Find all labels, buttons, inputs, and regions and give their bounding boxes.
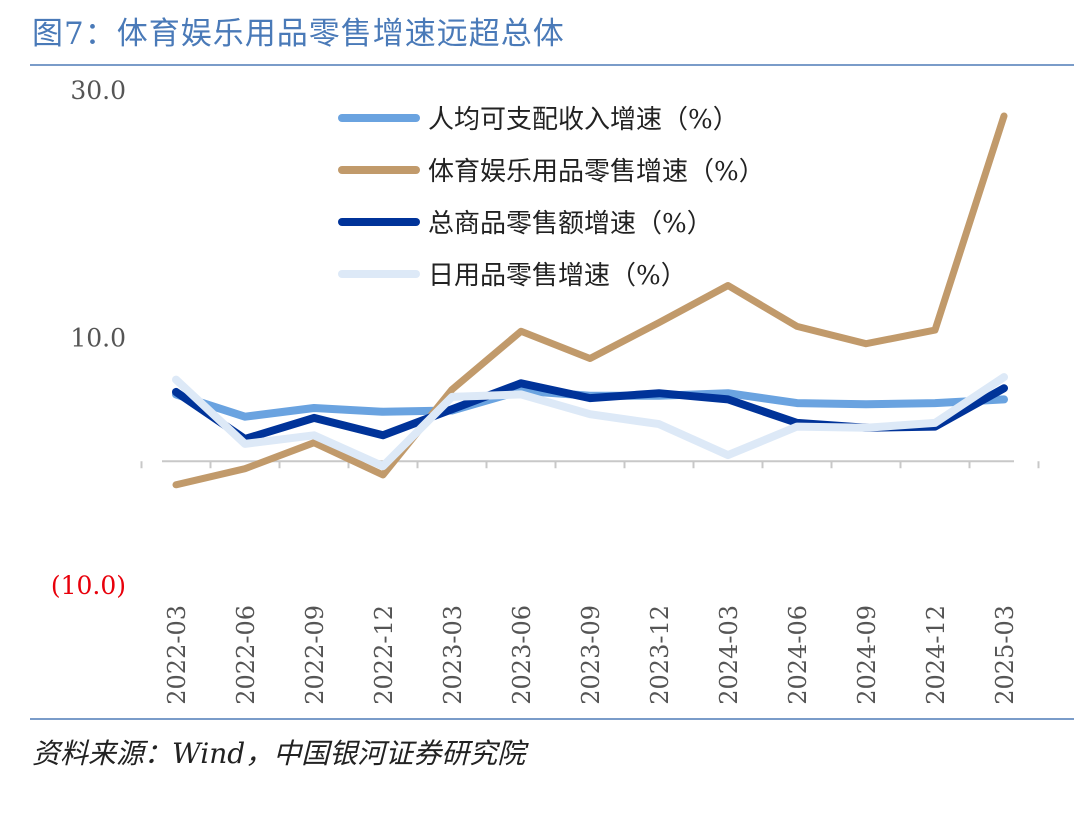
series-line-3 xyxy=(172,373,1008,471)
x-tick-label: 2023-12 xyxy=(646,605,674,705)
x-axis-tickmarks xyxy=(140,461,1040,469)
series-lines xyxy=(172,112,1008,489)
x-axis-tick-labels: 2022-03 2022-06 2022-09 2022-12 2023-03 2023-… xyxy=(163,605,1019,705)
figure-title: 图7：体育娱乐用品零售增速远超总体 xyxy=(32,16,565,52)
x-tick-label: 2024-03 xyxy=(715,605,743,705)
y-tick-label: (10.0) xyxy=(51,571,126,600)
x-tick-label: 2025-03 xyxy=(991,605,1019,705)
x-tick-label: 2022-09 xyxy=(301,605,329,705)
x-tick-label: 2023-06 xyxy=(508,605,536,705)
x-tick-label: 2023-03 xyxy=(439,605,467,705)
y-tick-label: 10.0 xyxy=(70,324,126,353)
title-rule xyxy=(30,64,1074,66)
x-tick-label: 2022-03 xyxy=(163,605,191,705)
x-tick-label: 2024-09 xyxy=(853,605,881,705)
legend: 人均可支配收入增速（%） 体育娱乐用品零售增速（%） 总商品零售额增速（%） 日用品零… xyxy=(338,105,765,291)
x-tick-label: 2024-12 xyxy=(922,605,950,705)
legend-label-2: 总商品零售额增速（%） xyxy=(428,209,713,239)
y-tick-label: 30.0 xyxy=(70,76,126,105)
y-axis-ticks: 30.0 10.0 (10.0) xyxy=(51,76,126,600)
x-tick-label: 2023-09 xyxy=(577,605,605,705)
legend-label-3: 日用品零售增速（%） xyxy=(428,261,687,291)
source-note: 资料来源：Wind，中国银河证券研究院 xyxy=(32,737,526,770)
source-rule xyxy=(30,718,1074,720)
legend-label-1: 体育娱乐用品零售增速（%） xyxy=(428,157,765,187)
legend-label-0: 人均可支配收入增速（%） xyxy=(428,105,739,135)
x-tick-label: 2024-06 xyxy=(784,605,812,705)
x-tick-label: 2022-12 xyxy=(370,605,398,705)
x-tick-label: 2022-06 xyxy=(232,605,260,705)
series-line-1 xyxy=(172,112,1008,489)
